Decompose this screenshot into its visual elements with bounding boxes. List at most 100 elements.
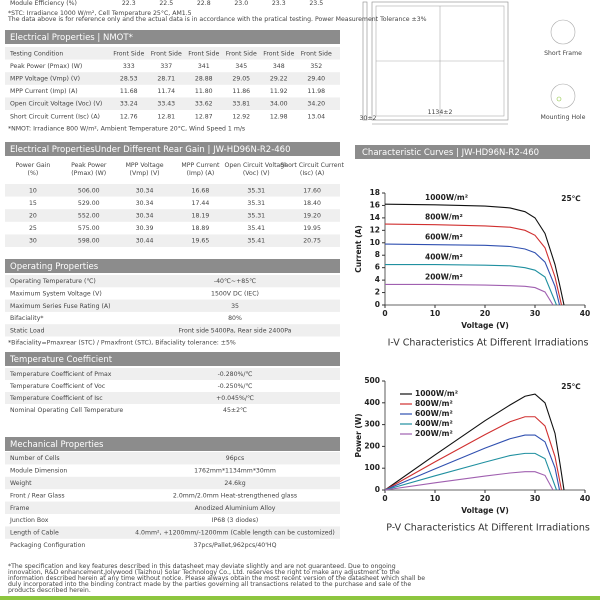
cell: 20.75: [303, 238, 321, 245]
row-label: Packaging Configuration: [10, 542, 85, 549]
row-label: Nominal Operating Cell Temperature: [10, 407, 123, 414]
row-label: Open Circuit Voltage (Voc) (V): [10, 101, 102, 108]
row-label: Module Efficiency (%): [10, 0, 77, 7]
cell: 24.6kg: [224, 480, 245, 487]
cell: 30.39: [136, 225, 154, 232]
column-header: (Pmax) (W): [71, 170, 106, 177]
cell: 30.34: [136, 187, 154, 194]
row-stripe: [5, 299, 340, 312]
cell: 12.98: [270, 113, 288, 120]
row-stripe: [5, 526, 340, 539]
row-label: Weight: [10, 480, 32, 487]
cell: 12.87: [195, 113, 213, 120]
note: *Bifaciality=Pmaxrear (STC) / Pmaxfront …: [8, 340, 236, 347]
cell: 28.53: [120, 76, 138, 83]
cell: Front Side: [188, 50, 219, 57]
cell: 348: [273, 63, 285, 70]
column-header: (%): [28, 170, 39, 177]
row-label: Number of Cells: [10, 455, 60, 462]
y-tick-label: 200: [364, 441, 380, 450]
cell: 35.41: [247, 238, 265, 245]
row-label: Frame: [10, 505, 29, 512]
curve: [385, 264, 558, 306]
cell: 35.31: [247, 187, 265, 194]
curve: [384, 452, 558, 491]
section-title: Mechanical Properties: [10, 440, 104, 450]
curve: [384, 416, 563, 491]
x-tick-label: 0: [382, 494, 387, 503]
curve: [384, 203, 565, 306]
column-header: (Vmp) (V): [130, 170, 160, 177]
column-header: Power Gain: [15, 162, 50, 169]
cell: 33.43: [157, 101, 175, 108]
footer-text: *The specification and key features desc…: [8, 563, 396, 570]
x-axis-label: Voltage (V): [461, 321, 509, 330]
cell: Front Side: [151, 50, 182, 57]
y-tick-label: 6: [375, 263, 380, 272]
row-stripe: [5, 476, 340, 490]
legend-label: 200W/m²: [415, 429, 453, 438]
cell: 35: [231, 303, 239, 310]
legend-label: 200W/m²: [425, 272, 463, 281]
section-header-bar: [5, 437, 340, 451]
y-tick-label: 16: [370, 200, 380, 209]
y-tick-label: 500: [364, 376, 380, 385]
x-tick-label: 0: [382, 309, 387, 318]
row-label: Maximum System Voltage (V): [10, 290, 102, 297]
legend-label: 400W/m²: [415, 419, 453, 428]
drawing-label: Mounting Hole: [541, 114, 586, 121]
section-title: Temperature Coefficient: [9, 355, 113, 365]
cell: 29.05: [232, 76, 250, 83]
x-tick-label: 10: [430, 494, 440, 503]
x-tick-label: 30: [530, 309, 540, 318]
cell: 80%: [228, 315, 242, 322]
y-tick-label: 2: [375, 288, 380, 297]
x-tick-label: 20: [480, 309, 490, 318]
drawing-label: 1134±2: [428, 109, 453, 116]
section-title: Electrical PropertiesUnder Different Rea…: [10, 145, 291, 155]
cell: Front Side: [263, 50, 294, 57]
cell: 35.31: [247, 213, 265, 220]
cell: 19.20: [303, 213, 321, 220]
column-header: Short Circuit Current: [280, 162, 344, 169]
row-label: Testing Condition: [9, 50, 63, 57]
row-label: Module Dimension: [10, 468, 67, 475]
cell: 11.68: [120, 88, 138, 95]
section-title: Characteristic Curves | JW-HD96N-R2-460: [362, 148, 539, 158]
cell: 11.74: [157, 88, 175, 95]
curve: [384, 393, 565, 491]
row-label: MPP Current (Imp) (A): [10, 88, 78, 95]
row-stripe: [5, 47, 340, 60]
row-label: Front / Rear Glass: [10, 492, 65, 499]
cell: -0.250%/℃: [218, 383, 253, 390]
cell: 19.95: [303, 225, 321, 232]
cell: 345: [235, 63, 247, 70]
cell: 13.04: [307, 113, 325, 120]
cell: 10: [29, 187, 37, 194]
row-label: Temperature Coefficient of Pmax: [9, 371, 112, 378]
row-stripe: [5, 501, 340, 514]
cell: 22.5: [159, 0, 173, 7]
y-tick-label: 0: [375, 485, 380, 494]
y-axis-label: Current (A): [354, 225, 363, 273]
cell: 37pcs/Pallet,962pcs/40'HQ: [194, 542, 277, 549]
cell: 22.8: [197, 0, 211, 7]
row-stripe: [5, 184, 340, 197]
cell: Front Side: [226, 50, 257, 57]
cell: 23.0: [234, 0, 248, 7]
cell: 12.76: [120, 113, 138, 120]
row-label: Temperature Coefficient of Isc: [9, 395, 103, 402]
cell: 28.71: [157, 76, 175, 83]
cell: 28.88: [195, 76, 213, 83]
cell: 29.40: [307, 76, 325, 83]
cell: Front Side: [113, 50, 144, 57]
section-header-bar: [5, 142, 340, 156]
section-header-bar: [5, 259, 340, 273]
row-stripe: [5, 324, 340, 337]
cell: 12.92: [232, 113, 250, 120]
cell: 1500V DC (IEC): [211, 290, 259, 297]
y-tick-label: 8: [375, 250, 380, 259]
y-tick-label: 400: [364, 398, 380, 407]
y-tick-label: 0: [375, 300, 380, 309]
